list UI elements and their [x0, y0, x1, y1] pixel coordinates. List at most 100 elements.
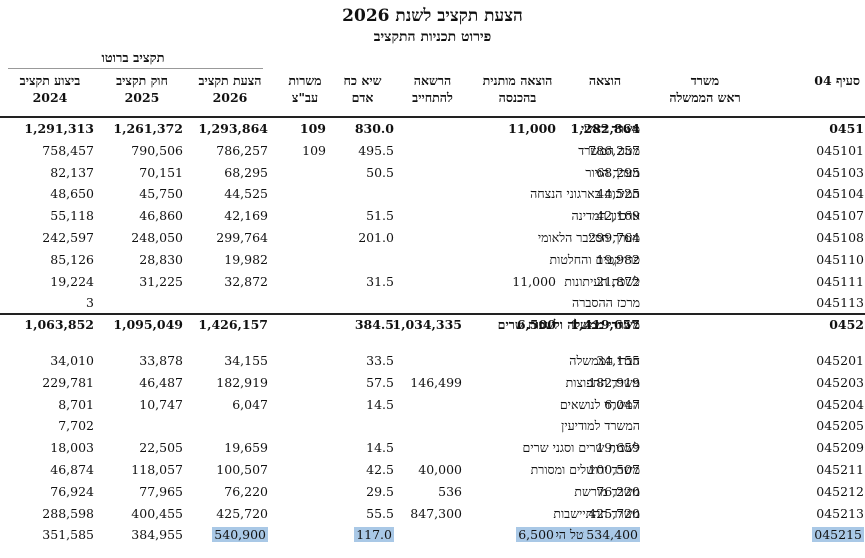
- cell-execution: 48,650: [50, 186, 94, 202]
- cell-conditional: 11,000: [512, 273, 556, 289]
- cell-proposal: 540,900: [212, 527, 268, 543]
- cell-law: 118,057: [131, 462, 183, 477]
- cell-expense: 299,764: [588, 230, 640, 245]
- table-row: 045204 המשרד לנושאים 6,047 14.5 6,047 10,747 8…: [0, 394, 865, 415]
- cell-execution: 229,781: [42, 374, 94, 390]
- cell-expense: 534,400: [584, 527, 640, 543]
- cell-manpower: 14.5: [366, 440, 394, 456]
- cell-expense: 1,419,657: [570, 317, 640, 332]
- row-name: ארכיון המדינה: [571, 208, 640, 224]
- cell-authority: 1,034,335: [392, 317, 462, 332]
- cell-law: 46,487: [139, 374, 183, 390]
- cell-execution: 1,291,313: [24, 121, 94, 136]
- row-code: 045103: [816, 164, 864, 180]
- cell-expense: 42,169: [596, 208, 640, 224]
- table-row: 045215מערך הדיגיטל הלאומי534,4006,500117…: [0, 524, 865, 545]
- cell-execution: 82,137: [50, 164, 94, 180]
- cell-proposal: 42,169: [224, 208, 268, 224]
- cell-authority: 847,300: [410, 505, 462, 521]
- cell-execution: 55,118: [50, 208, 94, 224]
- cell-manpower: 42.5: [366, 462, 394, 477]
- cell-proposal: 1,293,864: [198, 121, 268, 136]
- row-code: 0451: [829, 121, 864, 136]
- cell-expense: 100,507: [588, 462, 640, 477]
- row-code: 045111: [816, 273, 864, 289]
- row-name: משרד מורשת: [574, 483, 640, 499]
- cell-law: 1,095,049: [113, 317, 183, 332]
- cell-law: 33,878: [139, 353, 183, 368]
- row-code: 0452: [829, 317, 864, 332]
- cell-expense: 34,155: [596, 353, 640, 368]
- cell-expense: 6,047: [604, 396, 640, 412]
- cell-manpower: 495.5: [358, 142, 394, 158]
- cell-expense: 19,659: [596, 440, 640, 456]
- header-section: סעיף 04: [814, 73, 860, 88]
- cell-execution: 46,874: [50, 462, 94, 477]
- header-proposal-2026: הצעת תקציב 2026: [198, 73, 262, 105]
- cell-law: 22,505: [139, 440, 183, 456]
- cell-manpower: 14.5: [366, 396, 394, 412]
- cell-manpower: 57.5: [366, 374, 394, 390]
- cell-law: 384,955: [131, 527, 183, 543]
- row-code: 045204: [816, 396, 864, 412]
- cell-proposal: 1,426,157: [198, 317, 268, 332]
- cell-proposal: 68,295: [224, 164, 268, 180]
- group-header-underline: [8, 68, 263, 69]
- cell-positions: 109: [299, 121, 326, 136]
- table-row: 045103 מערך הגיור 68,295 50.5 68,295 70,151 82…: [0, 162, 865, 183]
- cell-manpower: 33.5: [366, 353, 394, 368]
- table-row: 0451 משרד ראשי 1,282,864 11,000 830.0 109 1,29…: [0, 118, 865, 139]
- row-code: 045108: [816, 230, 864, 245]
- table-row: 045211 משרד ירושלים ומסורת 100,507 40,000 42…: [0, 459, 865, 480]
- table-row: 045212 משרד מורשת 76,220 536 29.5 76,220 77,96…: [0, 481, 865, 502]
- cell-law: 10,747: [139, 396, 183, 412]
- cell-proposal: 76,220: [224, 483, 268, 499]
- cell-law: 70,151: [139, 164, 183, 180]
- cell-law: 77,965: [139, 483, 183, 499]
- gross-budget-group-header: תקציב ברוטו: [101, 51, 165, 66]
- table-row: 045107 ארכיון המדינה 42,169 51.5 42,169 46,86…: [0, 205, 865, 226]
- row-name: לשכות שרים וסגני שרים: [522, 440, 640, 456]
- cell-manpower: 117.0: [354, 527, 394, 543]
- header-authority: הרשאה להתחייב: [412, 73, 453, 105]
- cell-expense: 21,872: [596, 273, 640, 289]
- table-row: 045110 פרויקטים והחלטות 19,982 19,982 28,830…: [0, 249, 865, 270]
- cell-execution: 1,063,852: [24, 317, 94, 332]
- row-code: 045211: [816, 462, 864, 477]
- row-name: מערך הסייבר הלאומי: [537, 230, 640, 245]
- row-name: לשכת העיתונות: [564, 273, 640, 289]
- row-name: פרויקטים והחלטות: [549, 251, 640, 267]
- cell-proposal: 182,919: [216, 374, 268, 390]
- cell-law: 790,506: [131, 142, 183, 158]
- cell-proposal: 100,507: [216, 462, 268, 477]
- cell-expense: 44,525: [596, 186, 640, 202]
- row-code: 045213: [816, 505, 864, 521]
- header-expense: הוצאה: [588, 73, 622, 88]
- cell-execution: 18,003: [50, 440, 94, 456]
- header-law-2025: חוק תקציב 2025: [116, 73, 168, 105]
- row-name: חברי הממשלה: [569, 353, 640, 368]
- page-title: הצעת תקציב לשנת 2026: [342, 6, 523, 26]
- cell-authority: 536: [438, 483, 462, 499]
- cell-law: 28,830: [139, 251, 183, 267]
- cell-expense: 1,282,864: [570, 121, 640, 136]
- cell-law: 248,050: [131, 230, 183, 245]
- cell-proposal: 32,872: [224, 273, 268, 289]
- row-code: 045113: [816, 295, 864, 311]
- cell-expense: 68,295: [596, 164, 640, 180]
- row-code: 045101: [816, 142, 864, 158]
- cell-manpower: 201.0: [358, 230, 394, 245]
- cell-proposal: 6,047: [232, 396, 268, 412]
- cell-manpower: 830.0: [354, 121, 394, 136]
- table-row: 045108 מערך הסייבר הלאומי 299,764 201.0 299,…: [0, 227, 865, 248]
- cell-manpower: 384.5: [354, 317, 394, 332]
- row-name: משרדי ממשלה ולשכות שרים: [497, 317, 640, 332]
- row-name: המשרד למודיעין: [561, 418, 640, 434]
- cell-expense: 425,720: [588, 505, 640, 521]
- cell-execution: 3: [86, 295, 94, 311]
- cell-manpower: 29.5: [366, 483, 394, 499]
- row-code: 045209: [816, 440, 864, 456]
- header-manpower: שיא כח אדם: [343, 73, 382, 105]
- cell-execution: 242,597: [42, 230, 94, 245]
- row-code: 045212: [816, 483, 864, 499]
